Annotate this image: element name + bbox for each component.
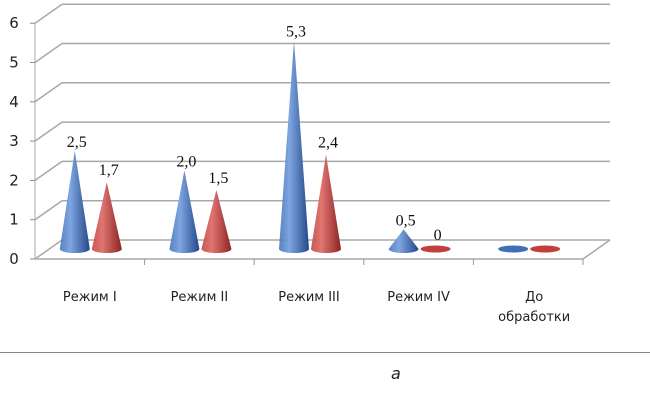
cone-chart: 0 1 2 3 4 5 6 Режим I 2,5 1,7 Режим II 2,0 1,5 Режим … xyxy=(9,3,611,325)
cone xyxy=(530,245,561,253)
gridline-side xyxy=(34,82,63,103)
cone xyxy=(91,182,122,253)
x-category-label: Режим I xyxy=(63,290,117,305)
floor-edge xyxy=(582,239,611,260)
gridline-side xyxy=(34,239,63,260)
cone-body xyxy=(279,40,309,254)
y-tick-label: 5 xyxy=(9,54,19,72)
y-tick-label: 0 xyxy=(9,250,19,268)
cone-body xyxy=(59,150,90,253)
data-label: 0 xyxy=(434,227,442,244)
x-category-label: обработки xyxy=(498,310,570,325)
gridline-side xyxy=(34,3,63,24)
y-tick-label: 4 xyxy=(9,93,19,111)
gridline-side xyxy=(34,200,63,221)
cone-body xyxy=(388,229,419,253)
cone-body xyxy=(91,182,122,253)
cone-base-flat xyxy=(420,245,451,253)
cone xyxy=(388,229,419,253)
data-label: 0,5 xyxy=(396,212,416,229)
y-tick-label: 2 xyxy=(9,171,19,189)
cone xyxy=(169,170,200,253)
data-label: 2,0 xyxy=(176,153,196,170)
gridline-side xyxy=(34,160,63,182)
data-label: 2,5 xyxy=(67,134,87,151)
cone-body xyxy=(169,170,200,253)
y-tick-label: 3 xyxy=(9,132,19,150)
cone-base-flat xyxy=(530,245,561,253)
data-label: 5,3 xyxy=(286,24,306,41)
y-tick-label: 6 xyxy=(9,14,19,32)
x-category-label: Режим II xyxy=(171,290,229,305)
gridline-side xyxy=(34,121,63,142)
x-category-label: До xyxy=(525,290,543,305)
divider-line xyxy=(0,352,650,353)
cone xyxy=(59,150,90,253)
figure-caption: а xyxy=(391,364,401,383)
cone xyxy=(498,245,529,253)
x-category-label: Режим IV xyxy=(387,290,450,305)
x-category-label: Режим III xyxy=(278,290,339,305)
y-tick-label: 1 xyxy=(9,211,19,229)
data-label: 2,4 xyxy=(318,135,338,152)
cone xyxy=(201,190,232,253)
data-label: 1,7 xyxy=(99,162,119,179)
cone-base-flat xyxy=(498,245,529,253)
cone xyxy=(311,154,341,253)
cone xyxy=(279,40,309,254)
gridline-side xyxy=(34,42,63,64)
cone-body xyxy=(201,190,232,253)
data-label: 1,5 xyxy=(208,170,228,187)
cone xyxy=(420,245,451,253)
cone-body xyxy=(311,154,341,253)
